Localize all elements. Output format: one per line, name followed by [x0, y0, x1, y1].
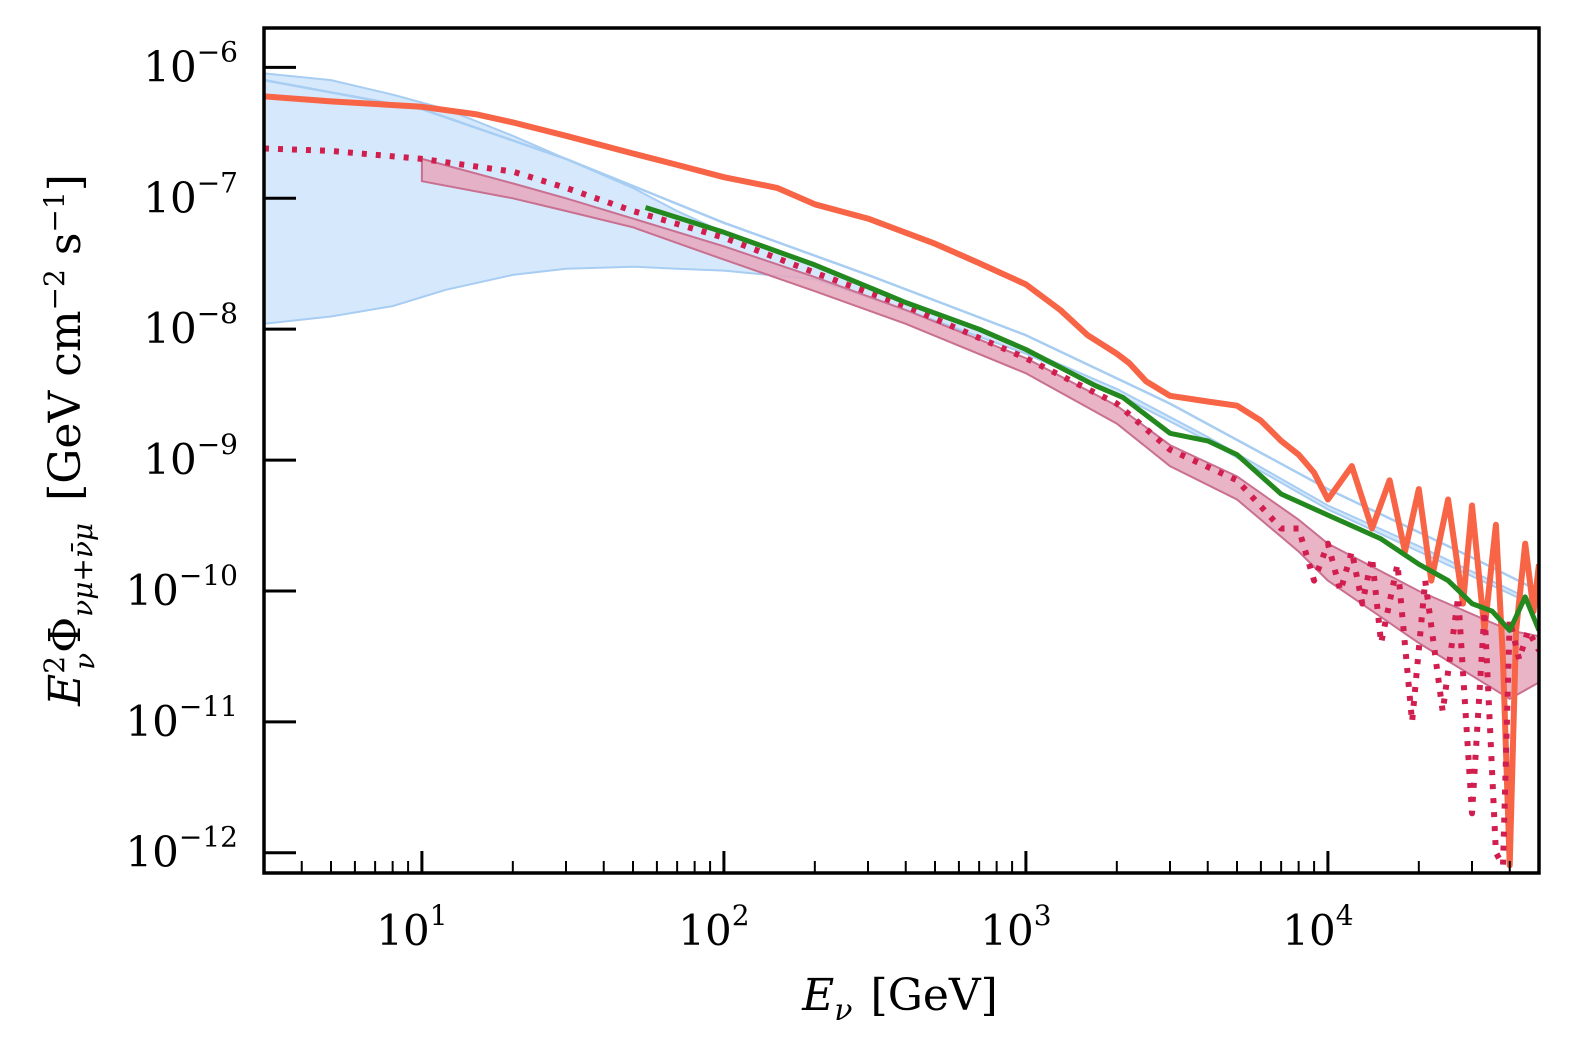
- x-tick-base: 10: [376, 906, 429, 955]
- y-tick-base: 10: [143, 42, 196, 91]
- x-tick-base: 10: [1282, 906, 1335, 955]
- y-tick-label: 10−8: [143, 297, 238, 353]
- x-tick-exp: 2: [732, 899, 750, 932]
- y-tick-exp: −10: [179, 559, 238, 592]
- plot-frame: [262, 26, 1541, 875]
- y-tick-base: 10: [125, 828, 178, 877]
- x-tick-label: 103: [980, 899, 1051, 955]
- y-tick-exp: −6: [197, 35, 238, 68]
- ticks-layer: [263, 65, 1540, 873]
- y-tick-base: 10: [143, 435, 196, 484]
- y-tick-base: 10: [143, 173, 196, 222]
- x-axis-title: Eν [GeV]: [801, 970, 998, 1028]
- y-tick-label: 10−6: [143, 35, 238, 91]
- y-tick-exp: −9: [197, 428, 238, 461]
- x-tick-label: 104: [1282, 899, 1353, 955]
- y-tick-label: 10−10: [125, 559, 238, 615]
- y-axis-title: E2νΦνμ+ν̄μ[GeV cm−2 s−1]: [38, 174, 101, 707]
- band-0: [264, 72, 1539, 609]
- bands-layer: [264, 72, 1539, 700]
- y-tick-base: 10: [143, 304, 196, 353]
- series-layer: [264, 78, 1539, 869]
- x-tick-label: 102: [678, 899, 749, 955]
- y-tick-exp: −12: [179, 821, 238, 854]
- x-tick-label: 101: [376, 899, 447, 955]
- x-tick-exp: 3: [1034, 899, 1052, 932]
- series-line-3: [644, 205, 1539, 633]
- y-tick-base: 10: [125, 697, 178, 746]
- y-tick-label: 10−12: [125, 821, 238, 877]
- y-tick-label: 10−7: [143, 166, 238, 222]
- x-tick-exp: 4: [1336, 899, 1354, 932]
- tick-labels: 101 102 103 10410−610−710−810−910−1010−1110…: [125, 35, 1353, 955]
- y-tick-base: 10: [125, 566, 178, 615]
- y-tick-label: 10−11: [125, 690, 238, 746]
- series-line-1: [264, 93, 1539, 869]
- band-1: [420, 157, 1539, 700]
- x-tick-exp: 1: [430, 899, 448, 932]
- y-tick-label: 10−9: [143, 428, 238, 484]
- y-tick-exp: −7: [197, 166, 238, 199]
- y-tick-exp: −8: [197, 297, 238, 330]
- x-tick-base: 10: [980, 906, 1033, 955]
- y-tick-exp: −11: [179, 690, 238, 723]
- x-tick-base: 10: [678, 906, 731, 955]
